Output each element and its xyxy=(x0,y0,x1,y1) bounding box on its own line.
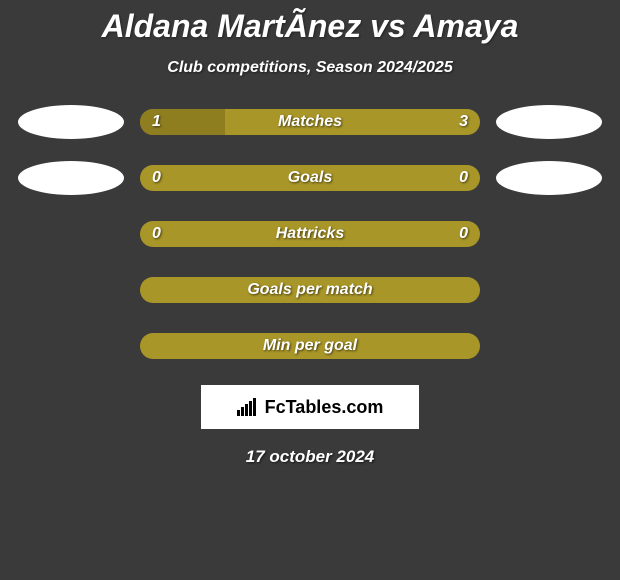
player-badge-right xyxy=(496,105,602,139)
stat-bar-hattricks: 0 Hattricks 0 xyxy=(140,221,480,247)
stat-label: Goals per match xyxy=(247,281,372,299)
stat-rows: 1 Matches 3 0 Goals 0 0 Hattricks 0 Goal… xyxy=(0,105,620,363)
stat-row: 1 Matches 3 xyxy=(0,105,620,139)
badge-spacer xyxy=(18,273,124,307)
stat-row: 0 Hattricks 0 xyxy=(0,217,620,251)
stat-label: Goals xyxy=(288,169,332,187)
player-badge-left xyxy=(18,105,124,139)
stat-label: Min per goal xyxy=(263,337,357,355)
player-badge-right xyxy=(496,161,602,195)
stat-left-value: 1 xyxy=(152,113,161,131)
logo-box[interactable]: FcTables.com xyxy=(201,385,419,429)
badge-spacer xyxy=(496,273,602,307)
stat-label: Matches xyxy=(278,113,342,131)
stat-row: Min per goal xyxy=(0,329,620,363)
stat-bar-matches: 1 Matches 3 xyxy=(140,109,480,135)
stat-row: 0 Goals 0 xyxy=(0,161,620,195)
player-badge-left xyxy=(18,161,124,195)
stat-right-value: 3 xyxy=(459,113,468,131)
stat-right-value: 0 xyxy=(459,169,468,187)
stat-left-value: 0 xyxy=(152,225,161,243)
stat-left-value: 0 xyxy=(152,169,161,187)
page-title: Aldana MartÃ­nez vs Amaya xyxy=(0,0,620,45)
badge-spacer xyxy=(18,329,124,363)
subtitle: Club competitions, Season 2024/2025 xyxy=(0,59,620,77)
stat-bar-mpg: Min per goal xyxy=(140,333,480,359)
date-label: 17 october 2024 xyxy=(0,447,620,467)
stat-row: Goals per match xyxy=(0,273,620,307)
stat-right-value: 0 xyxy=(459,225,468,243)
logo-text: FcTables.com xyxy=(265,397,384,418)
badge-spacer xyxy=(496,217,602,251)
stat-bar-gpm: Goals per match xyxy=(140,277,480,303)
stat-bar-goals: 0 Goals 0 xyxy=(140,165,480,191)
badge-spacer xyxy=(496,329,602,363)
badge-spacer xyxy=(18,217,124,251)
fctables-logo-icon xyxy=(237,398,259,416)
stat-label: Hattricks xyxy=(276,225,344,243)
